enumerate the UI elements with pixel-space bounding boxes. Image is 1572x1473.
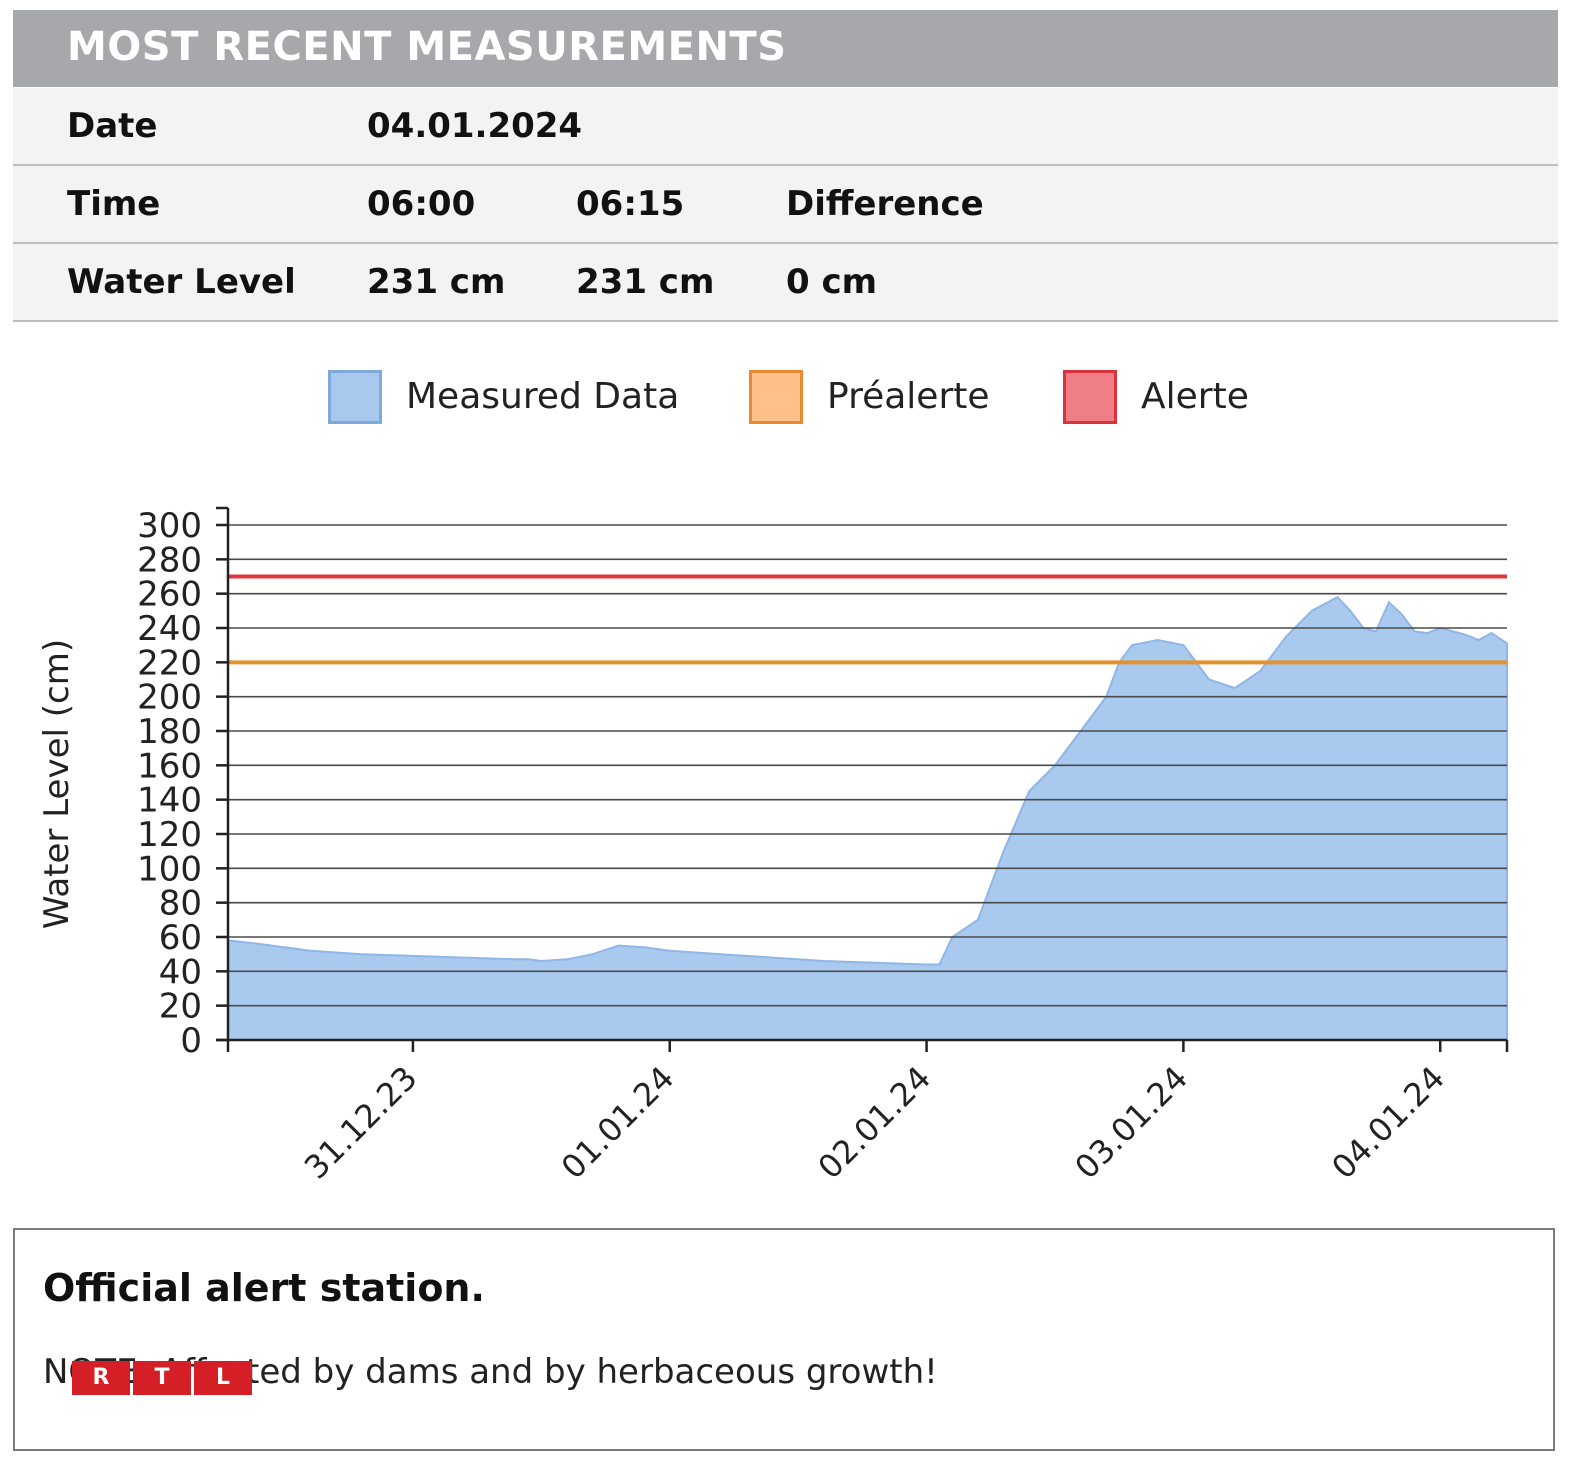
y-tick-label: 180 [137, 712, 202, 752]
section-header: MOST RECENT MEASUREMENTS [13, 10, 1558, 87]
y-axis-title: Water Level (cm) [37, 639, 77, 929]
legend-label-measured: Measured Data [406, 376, 680, 417]
note-text: NOTE: Affected by dams and by herbaceous… [43, 1352, 938, 1392]
time-label: Time [67, 184, 161, 224]
difference-header: Difference [786, 184, 984, 224]
y-tick-label: 120 [137, 815, 202, 855]
time-value-2: 06:15 [576, 184, 685, 224]
y-tick-label: 260 [137, 575, 202, 615]
legend-label-alerte: Alerte [1141, 376, 1249, 417]
date-label: Date [67, 106, 158, 146]
rtl-logo-letter-l: L [194, 1361, 252, 1395]
y-tick-label: 40 [159, 952, 202, 992]
y-tick-label: 20 [159, 987, 202, 1027]
water-level-label: Water Level [67, 262, 296, 302]
water-level-value-2: 231 cm [576, 262, 715, 302]
rtl-logo-letter-t: T [133, 1361, 191, 1395]
x-tick-label: 01.01.24 [554, 1059, 682, 1187]
measurement-row-water-level: Water Level 231 cm 231 cm 0 cm [13, 244, 1558, 322]
water-level-value-1: 231 cm [367, 262, 506, 302]
measurement-row-time: Time 06:00 06:15 Difference [13, 166, 1558, 244]
water-level-chart: 0204060801001201401601802002202402602803… [37, 506, 1509, 1187]
y-tick-label: 240 [137, 609, 202, 649]
y-tick-label: 0 [180, 1021, 202, 1061]
water-level-difference: 0 cm [786, 262, 878, 302]
date-value: 04.01.2024 [367, 106, 583, 146]
legend-label-prealerte: Préalerte [827, 376, 990, 417]
legend-swatch-prealerte [749, 370, 803, 424]
note-title: Official alert station. [43, 1266, 485, 1310]
y-tick-label: 200 [137, 678, 202, 718]
x-tick-label: 04.01.24 [1324, 1059, 1452, 1187]
time-value-1: 06:00 [367, 184, 476, 224]
note-box: Official alert station. NOTE: Affected b… [13, 1228, 1555, 1451]
x-tick-label: 03.01.24 [1067, 1059, 1195, 1187]
y-tick-label: 140 [137, 781, 202, 821]
measurement-row-date: Date 04.01.2024 [13, 88, 1558, 166]
rtl-logo-letter-r: R [72, 1361, 130, 1395]
y-tick-label: 160 [137, 746, 202, 786]
y-tick-label: 60 [159, 918, 202, 958]
rtl-logo: R T L [72, 1361, 255, 1395]
section-title: MOST RECENT MEASUREMENTS [67, 24, 787, 70]
y-tick-label: 220 [137, 643, 202, 683]
legend-swatch-measured [328, 370, 382, 424]
y-tick-label: 80 [159, 884, 202, 924]
y-tick-label: 280 [137, 540, 202, 580]
x-tick-label: 02.01.24 [811, 1059, 939, 1187]
legend-swatch-alerte [1063, 370, 1117, 424]
y-tick-label: 300 [137, 506, 202, 546]
x-tick-label: 31.12.23 [297, 1059, 425, 1187]
y-tick-label: 100 [137, 849, 202, 889]
